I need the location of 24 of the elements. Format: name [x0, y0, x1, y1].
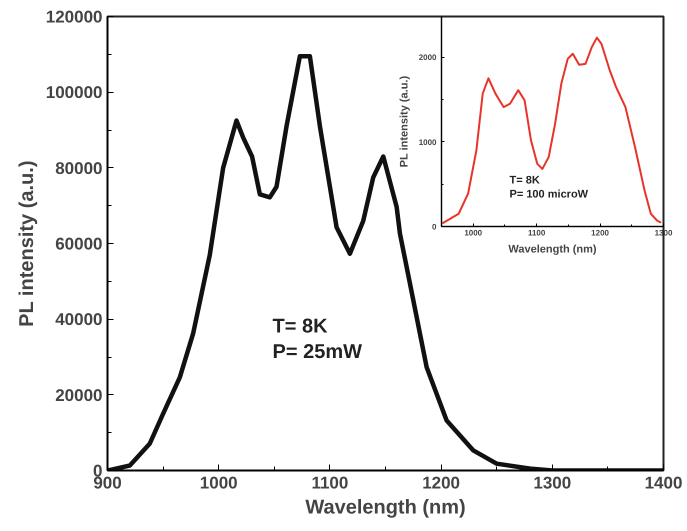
annotation: T= 8K P= 25mW — [272, 316, 362, 363]
x-tick-label: 1200 — [422, 474, 460, 492]
x-tick-label: 1200 — [591, 228, 610, 238]
line-series — [442, 36, 662, 224]
y-tick-label: 100000 — [46, 83, 103, 102]
x-tick-label: 1100 — [528, 228, 546, 238]
y-tick-label: 1000 — [418, 138, 438, 147]
x-tick-label: 1000 — [200, 474, 238, 492]
x-tick-label: 1100 — [311, 474, 348, 492]
y-tick-label: 120000 — [46, 8, 103, 26]
x-tick-label: 1400 — [644, 474, 682, 492]
y-tick-label: 2000 — [418, 53, 438, 62]
y-tick-label: 20000 — [55, 386, 103, 405]
x-tick-label: 1300 — [533, 474, 572, 492]
y-axis-title: PL intensity (a.u.) — [16, 160, 38, 327]
annotation: T= 8K P= 100 microW — [510, 174, 589, 200]
y-tick-label: 40000 — [55, 310, 103, 330]
x-axis-title: Wavelength (nm) — [508, 244, 597, 256]
y-axis-title: PL intensity (a.u.) — [398, 76, 411, 168]
y-tick-label: 0 — [432, 222, 438, 232]
y-tick-label: 80000 — [55, 158, 103, 178]
x-axis-title: Wavelength (nm) — [305, 496, 466, 518]
x-tick-label: 1000 — [464, 228, 483, 238]
y-tick-label: 60000 — [55, 234, 103, 254]
